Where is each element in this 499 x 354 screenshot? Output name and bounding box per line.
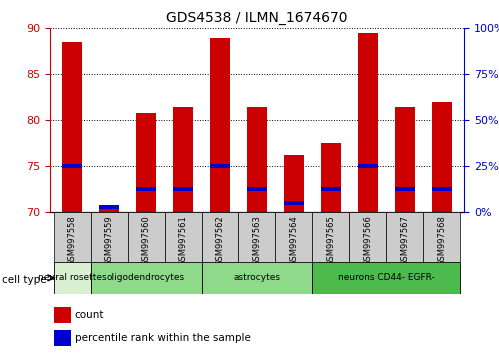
Title: GDS4538 / ILMN_1674670: GDS4538 / ILMN_1674670 xyxy=(166,11,348,24)
Text: cell type: cell type xyxy=(2,275,47,285)
Text: GSM997560: GSM997560 xyxy=(142,215,151,266)
Bar xyxy=(321,187,341,192)
Bar xyxy=(54,307,71,323)
Text: GSM997561: GSM997561 xyxy=(179,215,188,266)
Bar xyxy=(386,212,423,262)
Bar xyxy=(312,212,349,262)
Bar xyxy=(165,212,202,262)
Bar xyxy=(247,107,267,212)
Bar xyxy=(202,262,312,294)
Text: GSM997568: GSM997568 xyxy=(438,215,447,266)
Text: GSM997562: GSM997562 xyxy=(216,215,225,266)
Bar xyxy=(321,143,341,212)
Text: astrocytes: astrocytes xyxy=(234,273,280,282)
Bar xyxy=(54,330,71,346)
Bar xyxy=(62,164,82,169)
Text: GSM997558: GSM997558 xyxy=(67,215,76,266)
Bar xyxy=(358,33,378,212)
Bar xyxy=(358,164,378,169)
Text: neurons CD44- EGFR-: neurons CD44- EGFR- xyxy=(338,273,435,282)
Text: percentile rank within the sample: percentile rank within the sample xyxy=(75,332,250,343)
Bar xyxy=(395,107,415,212)
Bar xyxy=(284,201,304,205)
Bar xyxy=(247,187,267,192)
Bar xyxy=(99,205,119,209)
Text: GSM997563: GSM997563 xyxy=(252,215,261,266)
Bar xyxy=(136,113,156,212)
Bar xyxy=(239,212,275,262)
Bar xyxy=(202,212,239,262)
Text: GSM997565: GSM997565 xyxy=(326,215,335,266)
Text: neural rosettes: neural rosettes xyxy=(38,273,106,282)
Text: GSM997559: GSM997559 xyxy=(105,215,114,266)
Bar xyxy=(53,262,91,294)
Text: GSM997566: GSM997566 xyxy=(363,215,372,266)
Bar xyxy=(275,212,312,262)
Bar xyxy=(349,212,386,262)
Bar xyxy=(432,102,452,212)
Bar xyxy=(62,42,82,212)
Bar xyxy=(395,187,415,192)
Bar xyxy=(91,212,128,262)
Bar xyxy=(173,107,193,212)
Bar xyxy=(173,187,193,192)
Bar xyxy=(432,187,452,192)
Bar xyxy=(284,155,304,212)
Text: GSM997567: GSM997567 xyxy=(400,215,409,266)
Bar xyxy=(210,38,230,212)
Text: oligodendrocytes: oligodendrocytes xyxy=(107,273,185,282)
Text: GSM997564: GSM997564 xyxy=(289,215,298,266)
Bar xyxy=(53,212,91,262)
Bar xyxy=(91,262,202,294)
Bar xyxy=(128,212,165,262)
Bar xyxy=(136,187,156,192)
Bar xyxy=(312,262,461,294)
Bar xyxy=(99,206,119,212)
Text: count: count xyxy=(75,310,104,320)
Bar xyxy=(210,164,230,169)
Bar xyxy=(423,212,461,262)
